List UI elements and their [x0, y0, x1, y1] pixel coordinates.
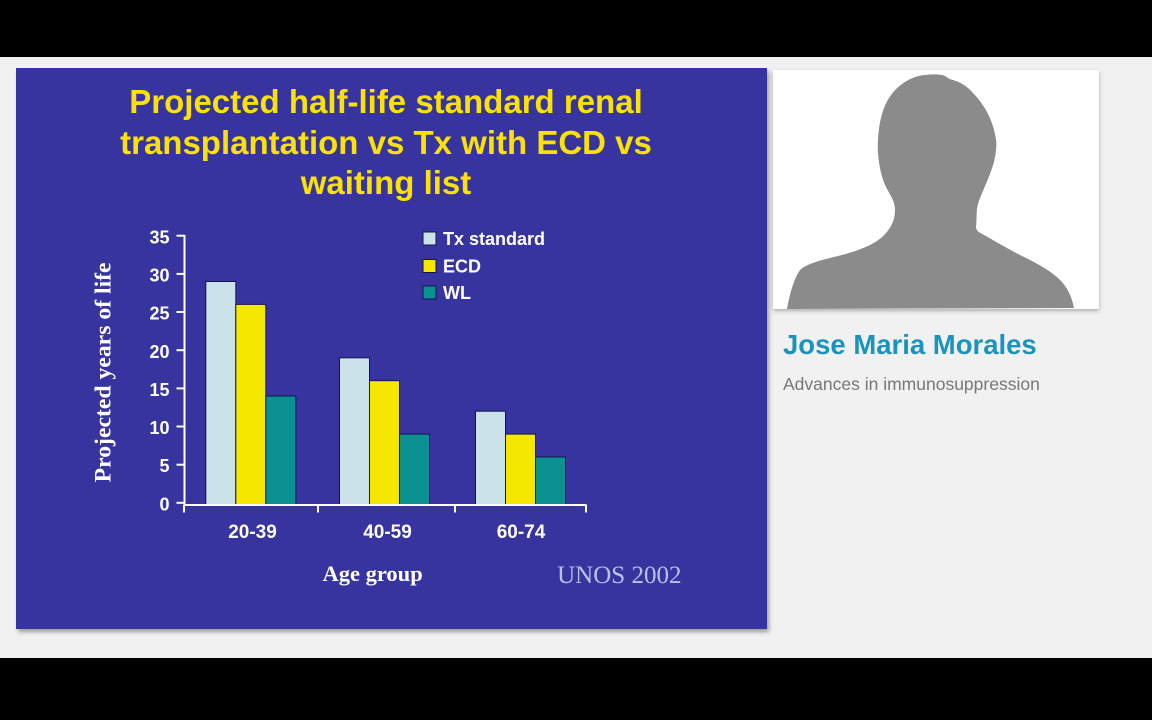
svg-text:40-59: 40-59 — [363, 522, 412, 543]
svg-text:5: 5 — [159, 456, 169, 476]
svg-text:UNOS 2002: UNOS 2002 — [557, 562, 681, 589]
svg-text:60-74: 60-74 — [497, 522, 546, 543]
svg-text:20-39: 20-39 — [228, 522, 277, 543]
svg-text:25: 25 — [149, 304, 169, 324]
svg-text:ECD: ECD — [443, 257, 481, 277]
svg-text:10: 10 — [149, 418, 169, 438]
svg-text:Age group: Age group — [322, 561, 422, 586]
svg-text:15: 15 — [149, 380, 169, 400]
svg-text:WL: WL — [443, 283, 471, 303]
svg-text:0: 0 — [159, 494, 169, 514]
svg-text:35: 35 — [149, 227, 169, 247]
svg-text:20: 20 — [149, 342, 169, 362]
svg-text:30: 30 — [149, 266, 169, 286]
svg-text:Projected years of life: Projected years of life — [91, 262, 117, 482]
svg-text:Tx standard: Tx standard — [443, 229, 545, 249]
